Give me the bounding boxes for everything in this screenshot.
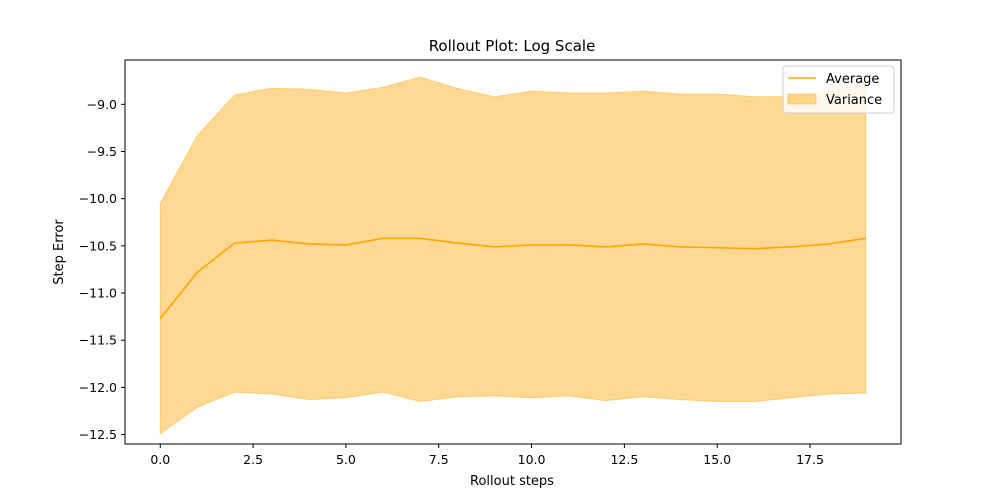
legend-variance-swatch (787, 93, 817, 105)
variance-band (159, 76, 867, 435)
x-tick-label: 10.0 (518, 452, 546, 467)
y-tick-label: −11.5 (79, 333, 117, 348)
x-tick-label: 5.0 (336, 452, 356, 467)
y-tick-label: −10.5 (79, 238, 117, 253)
y-tick-label: −10.0 (79, 191, 117, 206)
y-axis: −9.0 −9.5 −10.0 −10.5 −11.0 −11.5 −12.0 −12.5 (79, 97, 125, 442)
legend-variance-label: Variance (826, 93, 882, 108)
y-axis-label: Step Error (52, 219, 67, 285)
legend: Average Variance (782, 65, 895, 114)
y-tick-label: −11.0 (79, 286, 117, 301)
x-tick-label: 15.0 (703, 452, 731, 467)
legend-average-label: Average (826, 72, 879, 87)
y-tick-label: −12.0 (79, 380, 117, 395)
average-line-layer (159, 237, 866, 320)
y-tick-label: −9.0 (87, 97, 117, 112)
x-tick-label: 2.5 (243, 452, 263, 467)
plot-area (124, 59, 902, 445)
y-tick-label: −12.5 (79, 427, 117, 442)
plot-frame (124, 59, 902, 445)
x-tick-label: 12.5 (610, 452, 638, 467)
chart-title: Rollout Plot: Log Scale (429, 37, 596, 55)
average-line (159, 237, 866, 320)
x-axis: 0.0 2.5 5.0 7.5 10.0 12.5 15.0 17.5 (150, 444, 824, 467)
x-tick-label: 7.5 (429, 452, 449, 467)
variance-band-layer (159, 76, 867, 435)
x-axis-label: Rollout steps (470, 474, 554, 489)
x-tick-label: 17.5 (796, 452, 824, 467)
y-tick-label: −9.5 (87, 144, 117, 159)
x-tick-label: 0.0 (150, 452, 170, 467)
